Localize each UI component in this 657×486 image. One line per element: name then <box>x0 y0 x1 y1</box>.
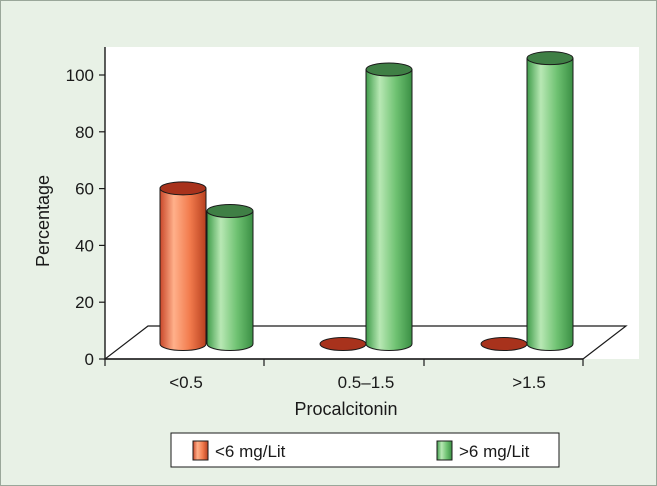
y-tick-label: 80 <box>75 123 94 142</box>
x-tick-label: >1.5 <box>512 373 546 392</box>
y-tick-label: 40 <box>75 236 94 255</box>
bar <box>480 337 528 351</box>
bar-body <box>526 57 574 351</box>
x-tick-label: 0.5–1.5 <box>338 373 395 392</box>
x-ticks: <0.5 0.5–1.5 >1.5 <box>104 359 584 392</box>
bar-top-cap <box>159 181 207 196</box>
legend-label-low: <6 mg/Lit <box>215 442 286 461</box>
y-ticks: 0 20 40 60 80 100 <box>66 66 105 369</box>
bar <box>206 203 254 351</box>
x-tick-label: <0.5 <box>169 373 203 392</box>
legend-label-high: >6 mg/Lit <box>459 442 530 461</box>
bar-body <box>159 187 207 351</box>
legend-box <box>170 432 560 468</box>
y-tick-label: 100 <box>66 66 94 85</box>
bar-series <box>159 51 574 351</box>
y-tick-label: 0 <box>85 350 94 369</box>
legend-swatch-low <box>192 440 209 461</box>
bar-top-cap <box>365 62 413 77</box>
bar <box>526 51 574 351</box>
x-axis-label: Procalcitonin <box>294 399 397 419</box>
y-tick-label: 20 <box>75 293 94 312</box>
bar-top-cap <box>526 51 574 66</box>
y-tick-label: 60 <box>75 180 94 199</box>
legend: <6 mg/Lit >6 mg/Lit <box>170 432 560 468</box>
bar-body <box>206 210 254 351</box>
bar <box>319 337 367 351</box>
bar-empty-cap <box>480 337 528 351</box>
bar <box>365 62 413 351</box>
bar <box>159 181 207 351</box>
bar-body <box>365 68 413 351</box>
bar-empty-cap <box>319 337 367 351</box>
legend-swatch-high <box>436 440 453 461</box>
bar-top-cap <box>206 203 254 218</box>
y-axis-label: Percentage <box>33 175 53 267</box>
